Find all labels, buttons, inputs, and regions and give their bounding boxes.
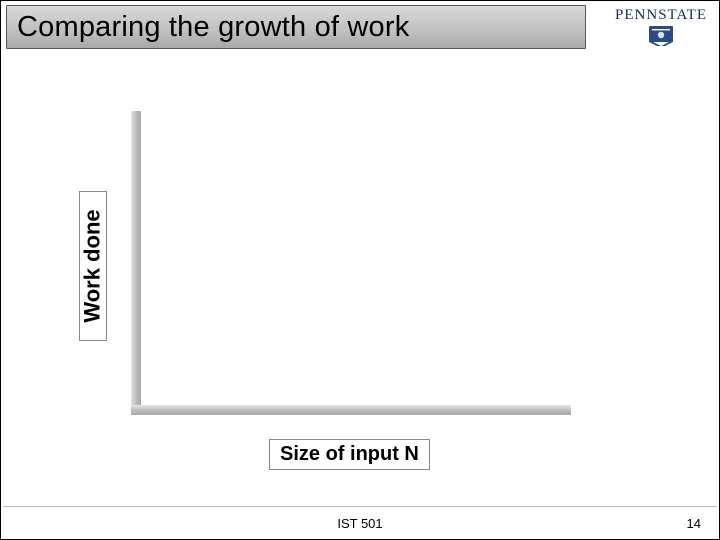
x-axis [131,405,571,415]
title-bar: Comparing the growth of work [6,5,586,49]
chart-axes [131,111,571,415]
slide: Comparing the growth of work PENNSTATE W… [0,0,720,540]
page-number: 14 [687,516,701,531]
logo-text: PENNSTATE [615,7,707,24]
pennstate-logo: PENNSTATE [615,7,707,46]
slide-title: Comparing the growth of work [17,11,409,44]
x-axis-label-box: Size of input N [269,439,430,470]
y-axis-label: Work done [80,209,106,322]
footer-course: IST 501 [1,516,719,531]
y-axis-label-box: Work done [79,191,107,341]
footer-divider [3,506,717,507]
shield-icon [646,26,676,46]
x-axis-label: Size of input N [280,443,419,465]
y-axis [131,111,141,411]
